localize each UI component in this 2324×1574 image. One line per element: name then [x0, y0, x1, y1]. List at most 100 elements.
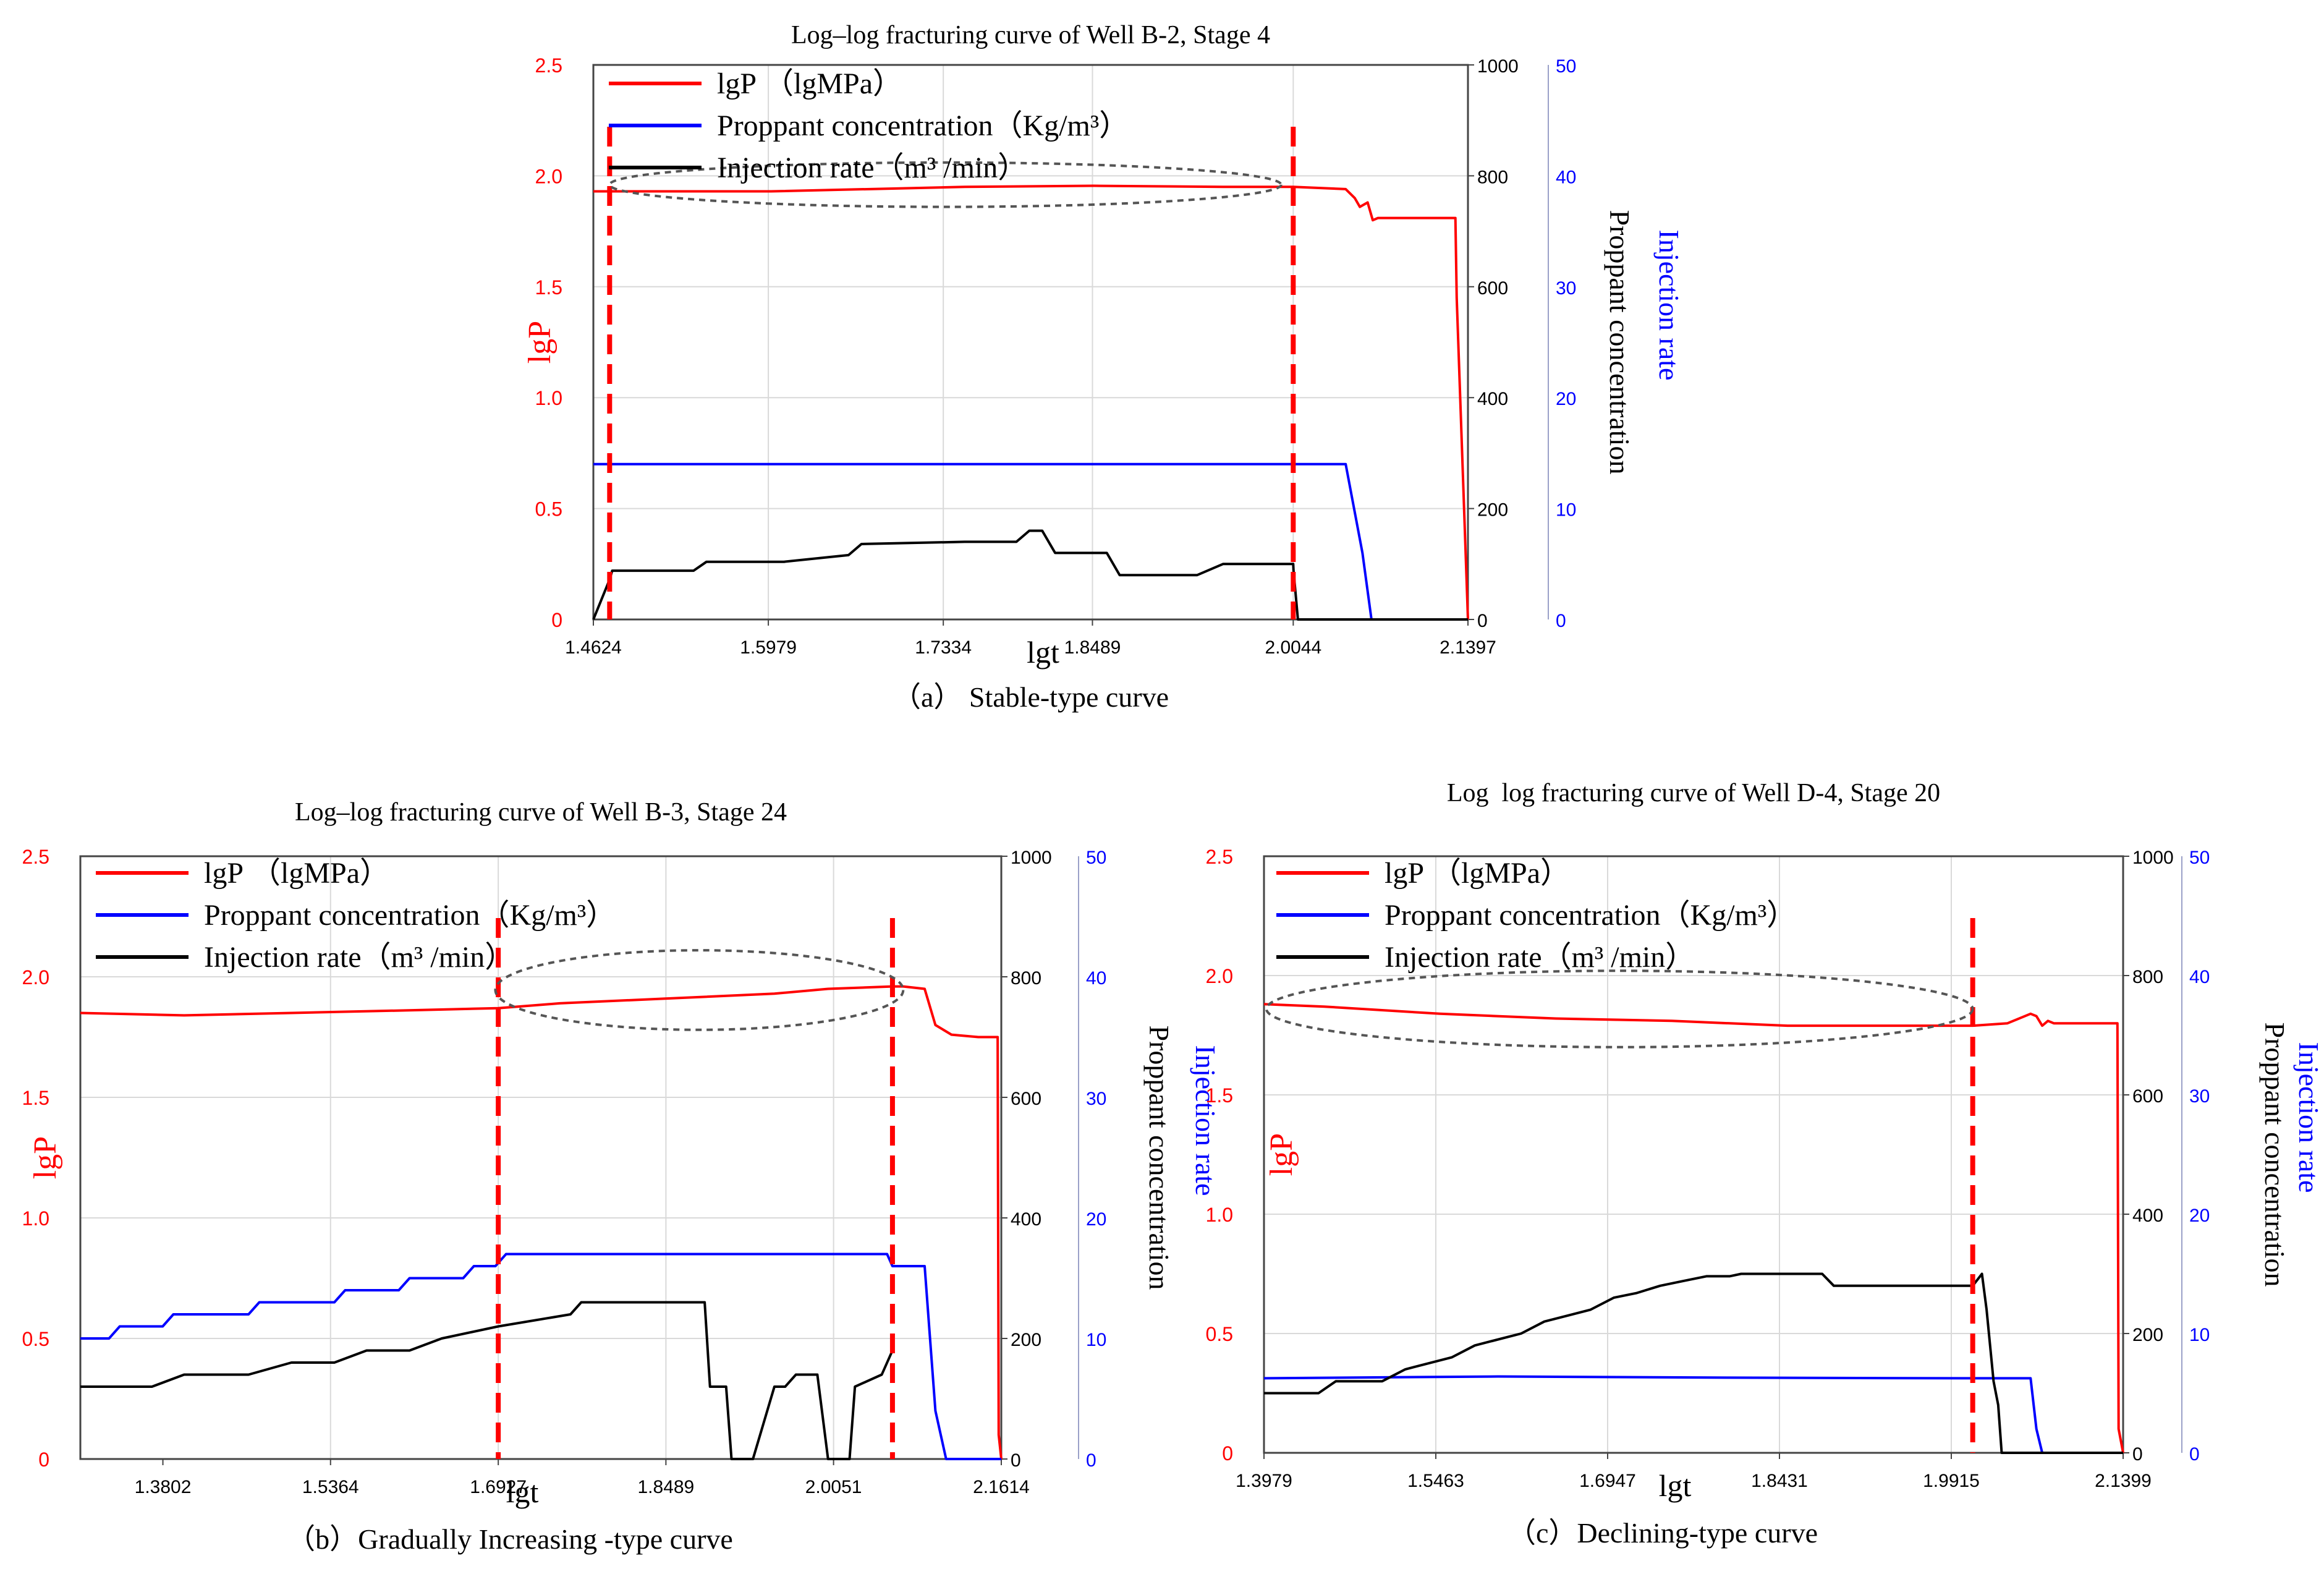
series-line-proppant-concentration: [593, 462, 1468, 621]
plot-frame: [592, 64, 1469, 621]
chart-title: Log–log fracturing curve of Well B-3, St…: [295, 798, 787, 827]
y-right-black-tick-label: 600: [1011, 1089, 1041, 1109]
y-left-tick-label: 2.0: [22, 966, 49, 989]
x-tick-label: 1.3979: [1236, 1471, 1292, 1491]
legend-label: Proppant concentration（Kg/m³）: [717, 109, 1129, 142]
y-right-blue-tick-label: 30: [2189, 1086, 2210, 1107]
x-axis-label: lgt: [506, 1474, 539, 1509]
y-right-black-tick-label: 0: [1477, 611, 1488, 631]
x-tick-label: 1.8489: [637, 1477, 694, 1497]
x-tick-label: 1.5463: [1407, 1471, 1464, 1491]
y-right-black-tick-label: 800: [1477, 167, 1508, 187]
plot-frame: [79, 855, 1003, 1460]
series-line-proppant-concentration: [1263, 1375, 2123, 1454]
y-left-tick-label: 1.5: [535, 276, 562, 299]
x-tick-label: 1.9915: [1923, 1471, 1980, 1491]
y-left-tick-label: 1.0: [22, 1207, 49, 1230]
series-line-lgp: [593, 184, 1469, 620]
legend-label: lgP （lgMPa）: [717, 67, 902, 100]
y-left-tick-label: 2.5: [1206, 846, 1233, 868]
y-left-tick-label: 2.0: [535, 165, 562, 187]
y-right-blue-tick-label: 40: [2189, 967, 2210, 987]
x-tick-label: 1.4624: [565, 637, 622, 658]
highlight-ellipse: [1265, 969, 1974, 1049]
y-left-tick-label: 0: [551, 609, 562, 631]
y-right-blue-tick-label: 10: [2189, 1325, 2210, 1345]
x-tick-label: 2.0051: [805, 1477, 862, 1497]
highlight-ellipse: [608, 161, 1283, 208]
chart-caption: （a） Stable-type curve: [893, 681, 1169, 713]
x-axis-label: lgt: [1027, 635, 1059, 670]
y-right-blue-tick-label: 10: [1556, 500, 1576, 521]
y-right-black-tick-label: 600: [2132, 1086, 2163, 1107]
y-right-blue-tick-label: 40: [1556, 167, 1576, 187]
series-line-injection-rate: [1264, 1272, 2123, 1454]
y-left-tick-label: 0: [1222, 1442, 1233, 1465]
chart-panel-a: Log–log fracturing curve of Well B-2, St…: [522, 21, 1685, 713]
chart-panel-c: Log log fracturing curve of Well D-4, St…: [1206, 779, 2324, 1549]
y-right-blue-tick-label: 0: [2189, 1444, 2200, 1465]
y-left-tick-label: 0.5: [535, 498, 562, 521]
x-tick-label: 1.7334: [915, 637, 972, 658]
y-right-blue-axis-label: Injection rate: [1653, 230, 1685, 381]
y-left-axis-label: lgP: [1264, 1133, 1299, 1176]
y-right-black-tick-label: 1000: [1011, 848, 1052, 868]
highlight-ellipse: [494, 949, 905, 1031]
y-right-black-tick-label: 1000: [1477, 56, 1519, 77]
chart-title: Log log fracturing curve of Well D-4, St…: [1447, 779, 1940, 807]
y-right-black-tick-label: 0: [2132, 1444, 2143, 1465]
y-right-blue-axis-label: Injection rate: [1190, 1045, 1221, 1196]
x-tick-label: 1.3802: [135, 1477, 192, 1497]
y-right-blue-tick-label: 40: [1086, 968, 1106, 989]
y-left-tick-label: 2.5: [535, 54, 562, 77]
y-right-black-axis-label: Proppant concentration: [2259, 1023, 2291, 1287]
y-right-black-tick-label: 200: [1477, 500, 1508, 521]
y-left-tick-label: 1.5: [22, 1087, 49, 1109]
plot-frame: [1263, 855, 2124, 1454]
y-right-blue-tick-label: 10: [1086, 1330, 1106, 1350]
x-tick-label: 1.5979: [740, 637, 797, 658]
chart-caption: （b）Gradually Increasing -type curve: [287, 1523, 733, 1555]
series-line-proppant-concentration: [80, 1253, 1001, 1460]
y-right-blue-tick-label: 50: [1086, 848, 1106, 868]
y-right-blue-tick-label: 20: [2189, 1206, 2210, 1226]
y-left-tick-label: 1.5: [1206, 1084, 1233, 1107]
x-tick-label: 1.6947: [1579, 1471, 1636, 1491]
y-left-tick-label: 0: [38, 1449, 49, 1471]
x-tick-label: 2.1614: [973, 1477, 1030, 1497]
y-right-black-tick-label: 400: [1477, 389, 1508, 409]
y-right-blue-tick-label: 50: [1556, 56, 1576, 77]
y-left-tick-label: 2.5: [22, 846, 49, 868]
series-line-lgp: [80, 985, 1003, 1460]
y-right-blue-tick-label: 20: [1086, 1209, 1106, 1230]
x-tick-label: 2.1397: [1440, 637, 1496, 658]
y-right-black-tick-label: 200: [2132, 1325, 2163, 1345]
y-right-black-tick-label: 200: [1011, 1330, 1041, 1350]
legend-label: Injection rate（m³ /min）: [1385, 941, 1695, 974]
y-left-tick-label: 1.0: [1206, 1204, 1233, 1226]
y-left-axis-label: lgP: [28, 1136, 63, 1179]
legend-label: lgP （lgMPa）: [204, 857, 389, 890]
y-right-black-tick-label: 600: [1477, 278, 1508, 299]
chart-panel-b: Log–log fracturing curve of Well B-3, St…: [22, 798, 1221, 1555]
y-left-tick-label: 1.0: [535, 387, 562, 409]
series-line-lgp: [1263, 1003, 2124, 1453]
y-right-blue-tick-label: 30: [1556, 278, 1576, 299]
y-right-black-axis-label: Proppant concentration: [1604, 210, 1635, 475]
y-right-black-tick-label: 800: [2132, 967, 2163, 987]
x-axis-label: lgt: [1659, 1468, 1692, 1503]
y-right-black-tick-label: 0: [1011, 1450, 1021, 1471]
x-tick-label: 2.1399: [2095, 1471, 2152, 1491]
y-left-tick-label: 2.0: [1206, 965, 1233, 987]
x-tick-label: 1.8431: [1751, 1471, 1808, 1491]
series-line-injection-rate: [80, 1301, 895, 1460]
y-right-blue-tick-label: 50: [2189, 848, 2210, 868]
legend-label: Injection rate（m³ /min）: [717, 151, 1027, 184]
series-line-injection-rate: [592, 529, 1468, 621]
y-right-black-tick-label: 800: [1011, 968, 1041, 989]
x-tick-label: 2.0044: [1265, 637, 1321, 658]
x-tick-label: 1.6927: [470, 1477, 527, 1497]
x-tick-label: 1.8489: [1064, 637, 1121, 658]
y-left-tick-label: 0.5: [22, 1328, 49, 1350]
